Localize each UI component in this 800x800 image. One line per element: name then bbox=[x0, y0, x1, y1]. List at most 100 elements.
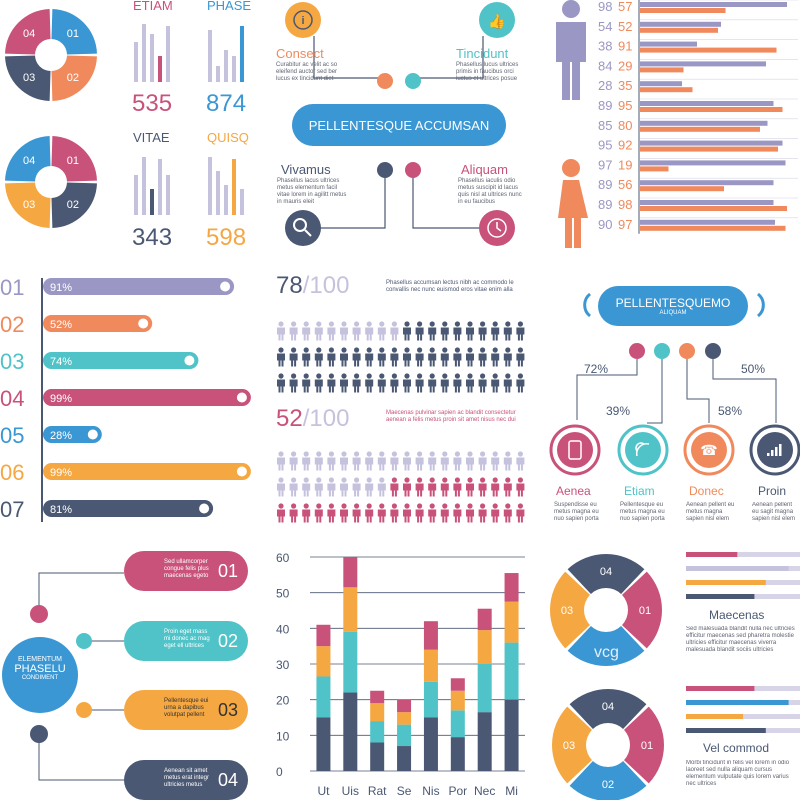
person-head bbox=[492, 477, 498, 483]
person-head bbox=[316, 477, 322, 483]
person-group2 bbox=[289, 451, 298, 471]
person-group1 bbox=[415, 347, 424, 367]
bar-fill bbox=[686, 552, 738, 557]
value-quisq: 598 bbox=[206, 224, 247, 251]
person-group2 bbox=[352, 451, 361, 471]
person-head bbox=[480, 321, 486, 327]
ring-bottom-label: 04 bbox=[23, 155, 35, 167]
stacked-bar-segment bbox=[504, 573, 519, 602]
person-group2 bbox=[327, 451, 336, 471]
person-body bbox=[327, 327, 336, 341]
person-head bbox=[429, 451, 435, 457]
pair-bar-orange bbox=[640, 47, 777, 53]
step-dot bbox=[654, 343, 670, 359]
person-body bbox=[503, 353, 512, 367]
person-group1 bbox=[352, 347, 361, 367]
person-body bbox=[302, 509, 311, 523]
person-group2 bbox=[377, 477, 386, 497]
person-group1 bbox=[314, 321, 323, 341]
pellentesquemo-button[interactable]: PELLENTESQUEMO ALIQUAM bbox=[598, 286, 748, 326]
vitae-mini-bar bbox=[166, 175, 170, 215]
person-head bbox=[505, 451, 511, 457]
tree-dot-04 bbox=[30, 725, 48, 743]
person-group2 bbox=[478, 451, 487, 471]
person-group1 bbox=[491, 347, 500, 367]
option-04-text: Aenean sit amet metus erat integr ultric… bbox=[164, 768, 210, 788]
person-body bbox=[377, 379, 386, 393]
person-group2 bbox=[466, 477, 474, 497]
option-01[interactable]: Sed ullamcorper congue felis plus maecen… bbox=[124, 551, 248, 591]
person-body bbox=[516, 353, 525, 367]
bar-fill bbox=[686, 714, 743, 719]
pair-bar-orange bbox=[640, 8, 726, 13]
ring-top-label: 01 bbox=[67, 28, 79, 40]
quisq-mini-bar bbox=[232, 159, 236, 215]
person-head bbox=[480, 347, 486, 353]
pellentesque-accumsan-button[interactable]: PELLENTESQUE ACCUMSAN bbox=[292, 104, 506, 146]
person-group2 bbox=[428, 503, 437, 523]
person-head bbox=[316, 373, 322, 379]
person-body bbox=[491, 379, 500, 393]
person-body bbox=[277, 379, 285, 393]
person-group1 bbox=[289, 347, 298, 367]
x-tick-label: Ut bbox=[317, 784, 330, 798]
person-body bbox=[302, 379, 311, 393]
phase-mini-bar bbox=[208, 30, 212, 82]
pair-value-orange: 29 bbox=[618, 58, 632, 73]
heading-tincidunt: Tincidunt bbox=[456, 46, 509, 61]
option-03[interactable]: Pellentesque eui urna a dapibus volutpat… bbox=[124, 690, 248, 730]
person-head bbox=[417, 321, 423, 327]
ring-br-top-segment bbox=[567, 554, 645, 594]
ring-bottom-segment bbox=[5, 182, 51, 228]
tree-line-01 bbox=[38, 572, 124, 605]
person-group1 bbox=[302, 373, 311, 393]
score-2: 52/100 bbox=[276, 405, 349, 433]
person-head bbox=[366, 477, 372, 483]
phase-mini-bar bbox=[232, 56, 236, 82]
chart-icon-bar bbox=[767, 453, 770, 456]
person-group2 bbox=[365, 503, 374, 523]
person-group1 bbox=[327, 321, 336, 341]
heading-aliquam: Aliquam bbox=[461, 162, 508, 177]
person-head bbox=[316, 321, 322, 327]
person-body bbox=[352, 457, 361, 471]
person-head bbox=[492, 503, 498, 509]
person-body bbox=[352, 353, 361, 367]
progress-bar-knob bbox=[184, 355, 195, 366]
person-group2 bbox=[277, 503, 285, 523]
stacked-bar-segment bbox=[504, 601, 519, 643]
person-group2 bbox=[415, 503, 424, 523]
tree-dot-01 bbox=[30, 605, 48, 623]
connector-proin bbox=[712, 359, 777, 423]
option-04[interactable]: Aenean sit amet metus erat integr ultric… bbox=[124, 760, 248, 800]
progress-bar bbox=[43, 426, 102, 443]
person-body bbox=[327, 509, 336, 523]
stacked-bar-segment bbox=[316, 646, 331, 677]
body-donec: Aenean pellent eu metus magna sapien nis… bbox=[686, 502, 735, 522]
option-02[interactable]: Proin eget mass mi donec ac mag eget ell… bbox=[124, 621, 248, 661]
person-group2 bbox=[440, 477, 449, 497]
person-head bbox=[316, 451, 322, 457]
pair-bar-orange bbox=[640, 186, 724, 192]
ring-br-top-segment bbox=[622, 571, 662, 649]
person-body bbox=[428, 483, 437, 497]
person-head bbox=[517, 503, 524, 509]
person-body bbox=[415, 509, 424, 523]
progress-bar-label: 74% bbox=[50, 356, 72, 368]
pair-value-orange: 97 bbox=[618, 217, 632, 232]
phaselu-top: ELEMENTUM bbox=[18, 656, 62, 663]
pair-value-purple: 95 bbox=[598, 138, 612, 153]
watermark: vcg bbox=[594, 644, 619, 661]
note-2: Maecenas pulvinar sapien ac blandit cons… bbox=[386, 410, 516, 423]
person-group1 bbox=[390, 373, 399, 393]
person-body bbox=[466, 353, 474, 367]
person-group1 bbox=[403, 321, 411, 341]
person-body bbox=[466, 379, 474, 393]
person-head bbox=[429, 503, 435, 509]
x-tick-label: Por bbox=[448, 784, 467, 798]
progress-row-number: 04 bbox=[0, 386, 24, 411]
person-group2 bbox=[314, 503, 323, 523]
person-body bbox=[503, 483, 512, 497]
ring-top-label: 03 bbox=[23, 72, 35, 84]
